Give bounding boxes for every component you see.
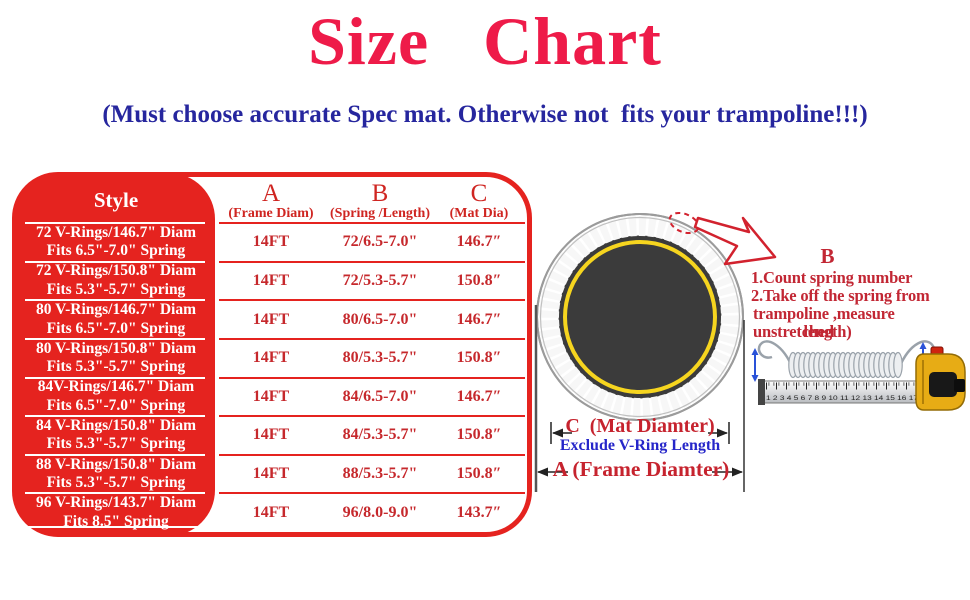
frame-diam-cell: 14FT [252, 233, 290, 251]
c-dimension-subnote: Exclude V-Ring Length [559, 437, 721, 454]
column-header-a: A (Frame Diam) [215, 177, 327, 223]
frame-diam-cell: 14FT [252, 465, 290, 483]
column-sub-c: (Mat Dia) [449, 206, 509, 221]
mat-dia-cell: 143.7″ [456, 503, 502, 521]
column-header-style: Style [93, 187, 139, 212]
spring-length-cell: 72/5.3-5.7" [342, 271, 418, 289]
spring-length-cell: 84/5.3-5.7" [342, 426, 418, 444]
column-letter-a: A [261, 180, 281, 207]
ruler-numbers: 1 2 3 4 5 6 7 8 9 10 11 12 13 14 15 16 1… [766, 396, 919, 402]
spring-left-hook [757, 340, 795, 370]
spring-length-cell: 80/6.5-7.0" [342, 310, 418, 328]
style-cell: 84V-Rings/146.7" Diam Fits 6.5"-7.0" Spri… [37, 378, 195, 414]
spring-length-cell: 88/5.3-5.7" [342, 465, 418, 483]
measure-arrow-left-icon [751, 348, 759, 382]
mat-dia-cell: 150.8″ [456, 426, 502, 444]
spring-coil [788, 351, 903, 379]
dimension-c-arrows [550, 422, 730, 444]
mat-dia-cell: 150.8″ [456, 465, 502, 483]
b-section-heading: B [820, 244, 835, 268]
tape-belt-clip [929, 372, 957, 397]
spring-length-cell: 84/6.5-7.0" [342, 387, 418, 405]
frame-inner-line [539, 216, 741, 418]
trampoline-diagram: 1 2 3 4 5 6 7 8 9 10 11 12 13 14 15 16 1… [534, 211, 966, 492]
mat-dia-cell: 146.7″ [456, 387, 502, 405]
instruction-line-3: trampoline ,measure unstretched [753, 304, 895, 341]
frame-diam-cell: 14FT [252, 426, 290, 444]
table-row: 88 V-Rings/150.8" Diam Fits 5.3"-5.7" Spr… [17, 453, 527, 494]
instruction-line-2: 2.Take off the spring from [751, 286, 930, 305]
c-dimension-label: C (Mat Diamter) [565, 415, 715, 437]
mat-dia-cell: 150.8″ [456, 271, 502, 289]
size-table: Style A (Frame Diam) B (Spring /Length) … [12, 172, 532, 537]
size-table-grid: Style A (Frame Diam) B (Spring /Length) … [17, 177, 527, 532]
springs-ring [539, 216, 741, 418]
instruction-line-1: 1.Count spring number [751, 268, 913, 287]
table-row: 72 V-Rings/150.8" Diam Fits 5.3"-5.7" Spr… [17, 260, 527, 301]
yellow-ring [563, 240, 717, 394]
style-cell: 88 V-Rings/150.8" Diam Fits 5.3"-5.7" Spr… [35, 455, 197, 492]
spring-length-cell: 72/6.5-7.0" [342, 233, 418, 251]
spring-length-cell: 80/5.3-5.7" [342, 349, 418, 367]
trampoline-diagram-area: 1 2 3 4 5 6 7 8 9 10 11 12 13 14 15 16 1… [520, 170, 970, 550]
spring-image [757, 340, 936, 379]
table-header-row: Style A (Frame Diam) B (Spring /Length) … [17, 177, 527, 223]
frame-diam-cell: 14FT [252, 271, 290, 289]
mat-dia-cell: 146.7″ [456, 233, 502, 251]
table-row: 84V-Rings/146.7" Diam Fits 6.5"-7.0" Spri… [17, 376, 527, 417]
a-dimension-label: A (Frame Diamter) [552, 457, 730, 481]
spring-length-cell: 96/8.0-9.0" [342, 503, 418, 521]
dimension-a-arrows [537, 467, 743, 477]
table-row: 96 V-Rings/143.7" Diam Fits 8.5" Spring 1… [17, 492, 527, 532]
frame-diam-cell: 14FT [252, 310, 290, 328]
mat-dia-cell: 146.7″ [456, 310, 502, 328]
style-cell: 72 V-Rings/146.7" Diam Fits 6.5"-7.0" Spr… [35, 223, 197, 260]
column-header-c: C (Mat Dia) [433, 177, 525, 223]
style-cell: 80 V-Rings/150.8" Diam Fits 5.3"-5.7" Spr… [35, 339, 197, 376]
style-column-background [13, 173, 215, 536]
style-cell: 72 V-Rings/150.8" Diam Fits 5.3"-5.7" Spr… [35, 262, 197, 298]
column-sub-b: (Spring /Length) [330, 206, 430, 221]
frame-diam-cell: 14FT [252, 503, 290, 521]
warning-subtitle: (Must choose accurate Spec mat. Otherwis… [102, 101, 868, 128]
style-cell: 84 V-Rings/150.8" Diam Fits 5.3"-5.7" Spr… [35, 416, 197, 453]
column-sub-a: (Frame Diam) [228, 206, 314, 221]
table-row: 72 V-Rings/146.7" Diam Fits 6.5"-7.0" Spr… [17, 222, 527, 262]
mat-circle [558, 235, 722, 399]
table-row: 80 V-Rings/146.7" Diam Fits 6.5"-7.0" Spr… [17, 299, 527, 339]
column-letter-b: B [371, 180, 389, 207]
page-title: Size Chart [308, 3, 662, 79]
column-header-b: B (Spring /Length) [327, 177, 433, 223]
table-row: 80 V-Rings/150.8" Diam Fits 5.3"-5.7" Spr… [17, 337, 527, 378]
column-letter-c: C [470, 180, 488, 207]
instruction-line-4: length) [803, 322, 852, 341]
style-cell: 80 V-Rings/146.7" Diam Fits 6.5"-7.0" Spr… [35, 301, 197, 337]
table-row: 84 V-Rings/150.8" Diam Fits 5.3"-5.7" Spr… [17, 415, 527, 455]
frame-diam-cell: 14FT [252, 349, 290, 367]
pointer-arrow-icon [693, 216, 777, 266]
frame-diam-cell: 14FT [252, 387, 290, 405]
tape-measure-body [915, 346, 966, 411]
ruler-blade: 1 2 3 4 5 6 7 8 9 10 11 12 13 14 15 16 1… [758, 379, 924, 405]
style-cell: 96 V-Rings/143.7" Diam Fits 8.5" Spring [35, 494, 197, 530]
mat-dia-cell: 150.8″ [456, 349, 502, 367]
